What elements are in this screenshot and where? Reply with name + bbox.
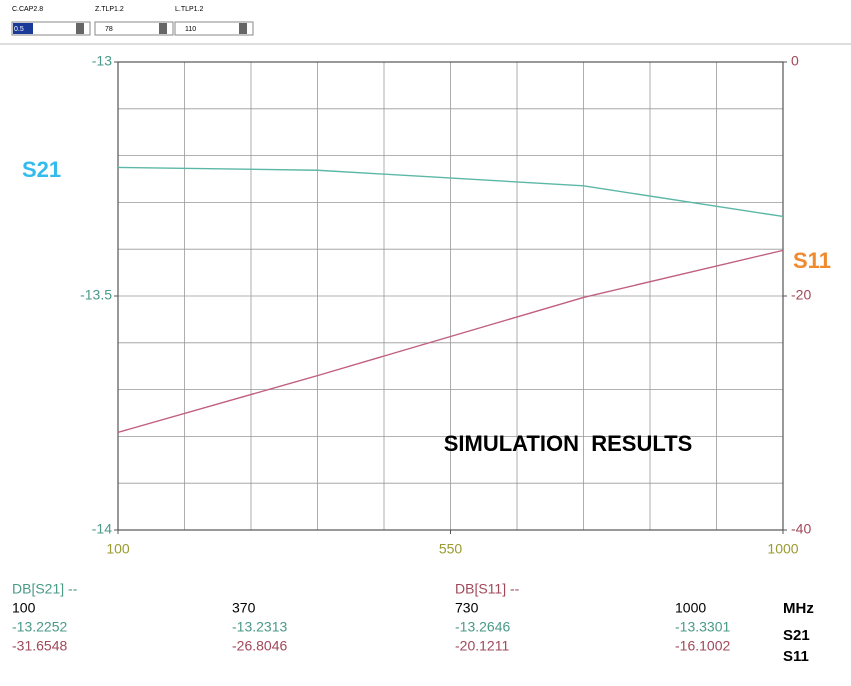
table-cell: -16.1002 <box>675 638 730 654</box>
annotation: SIMULATION RESULTS <box>444 431 693 456</box>
control-label: Z.TLP1.2 <box>95 6 124 13</box>
control-label: L.TLP1.2 <box>175 6 204 13</box>
x-tick-label: 550 <box>439 541 463 557</box>
table-cell: -31.6548 <box>12 638 67 654</box>
table-header: DB[S21] -- <box>12 581 78 597</box>
table-cell: MHz <box>783 600 814 617</box>
table-cell: S11 <box>783 648 809 665</box>
series-line <box>117 249 784 434</box>
x-tick-label: 100 <box>106 541 130 557</box>
control-value: 110 <box>185 26 196 33</box>
y-tick-label: -14 <box>92 521 112 537</box>
y2-tick-label: -40 <box>791 521 811 537</box>
table-cell: -13.2252 <box>12 619 67 635</box>
series-label: S11 <box>793 248 831 273</box>
table-cell: -20.1211 <box>455 638 509 654</box>
control-value: 78 <box>105 26 113 33</box>
table-header: DB[S11] -- <box>455 581 520 597</box>
table-cell: 370 <box>232 600 256 616</box>
spinner[interactable] <box>159 23 167 34</box>
control-label: C.CAP2.8 <box>12 6 43 13</box>
table-cell: 730 <box>455 600 479 616</box>
control-input[interactable] <box>94 21 174 36</box>
y2-tick-label: -20 <box>791 287 811 303</box>
y-tick-label: -13 <box>92 53 112 69</box>
selection <box>13 23 33 34</box>
series-line <box>117 166 784 218</box>
table-cell: S21 <box>783 627 810 644</box>
y2-tick-label: 0 <box>791 53 799 69</box>
table-cell: 100 <box>12 600 36 616</box>
table-cell: -26.8046 <box>232 638 287 654</box>
x-tick-label: 1000 <box>767 541 798 557</box>
control-value: 0.5 <box>14 26 24 33</box>
table-cell: -13.2313 <box>232 619 287 635</box>
series-label: S21 <box>22 157 61 182</box>
table-cell: -13.2646 <box>455 619 510 635</box>
y-tick-label: -13.5 <box>80 287 112 303</box>
control-input[interactable] <box>174 21 254 36</box>
spinner[interactable] <box>239 23 247 34</box>
table-cell: -13.3301 <box>675 619 730 635</box>
spinner[interactable] <box>76 23 84 34</box>
table-cell: 1000 <box>675 600 706 616</box>
